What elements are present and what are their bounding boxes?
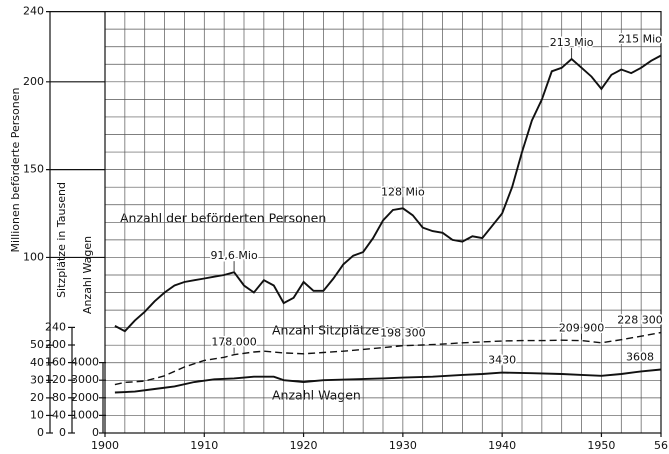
y-tick-label: 20 <box>30 391 44 404</box>
y3-tick-label: 3000 <box>71 373 99 386</box>
y2-tick-label: 40 <box>52 408 66 421</box>
data-label: 91,6 Mio <box>210 249 258 262</box>
y3-tick-label: 1000 <box>71 408 99 421</box>
data-label: 3608 <box>626 350 654 363</box>
y-tick-label: 0 <box>37 426 44 439</box>
plot-frame <box>104 11 662 434</box>
y3-axis-title: Anzahl Wagen <box>81 236 94 314</box>
annotation: Anzahl Wagen <box>272 388 361 403</box>
x-tick-label: 1910 <box>190 439 218 452</box>
y-tick-label: 10 <box>30 408 44 421</box>
series-line <box>114 54 662 333</box>
y3-tick-label: 4000 <box>71 356 99 369</box>
data-label: 128 Mio <box>381 185 425 198</box>
y2-tick-label: 200 <box>45 338 66 351</box>
x-tick-label: 1920 <box>290 439 318 452</box>
data-label: 213 Mio <box>550 36 594 49</box>
data-label: 228 300 <box>617 314 663 327</box>
x-tick-label: 1950 <box>587 439 615 452</box>
y-tick-label: 240 <box>23 5 44 18</box>
series-line <box>114 331 662 386</box>
y-tick-label: 200 <box>23 75 44 88</box>
y-tick-label: 150 <box>23 163 44 176</box>
y-tick-label: 40 <box>30 356 44 369</box>
x-tick-label: 1900 <box>91 439 119 452</box>
y3-tick-label: 2000 <box>71 391 99 404</box>
data-label: 215 Mio <box>618 32 662 45</box>
y3-tick-label: 0 <box>92 426 99 439</box>
y-tick-label: 50 <box>30 338 44 351</box>
y2-tick-label: 120 <box>45 373 66 386</box>
data-label: 198 300 <box>380 327 426 340</box>
y2-tick-label: 160 <box>45 356 66 369</box>
y-tick-label: 100 <box>23 250 44 263</box>
annotation: Anzahl der beförderten Personen <box>120 211 326 226</box>
data-label: 209 900 <box>559 322 605 335</box>
y-tick-label: 30 <box>30 373 44 386</box>
data-label: 178 000 <box>211 336 257 349</box>
y-axis-title: Millionen beförderte Personen <box>9 88 22 253</box>
x-tick-label: 1930 <box>389 439 417 452</box>
y2-axis-title: Sitzplätze in Tausend <box>55 182 68 298</box>
y2-tick-label: 240 <box>45 320 66 333</box>
series-line <box>114 368 662 394</box>
data-label: 3430 <box>488 354 516 367</box>
y2-tick-label: 80 <box>52 391 66 404</box>
x-tick-label: 56 <box>654 439 668 452</box>
annotation: Anzahl Sitzplätze <box>272 323 379 338</box>
x-tick-label: 1940 <box>488 439 516 452</box>
y2-tick-label: 0 <box>59 426 66 439</box>
